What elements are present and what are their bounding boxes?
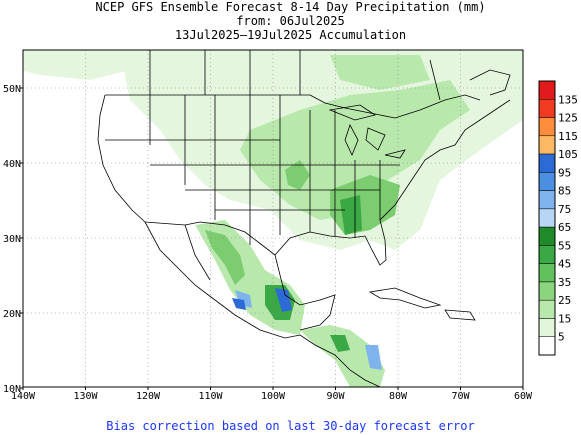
lon-tick-label: 80W xyxy=(389,391,408,402)
lake-huron xyxy=(365,127,386,151)
precip-region-mid xyxy=(330,55,430,90)
colorbar-label: 55 xyxy=(558,239,571,252)
lon-tick-label: 70W xyxy=(451,391,470,402)
lat-tick-label: 10N xyxy=(3,384,21,395)
us-west-coast xyxy=(97,94,146,223)
colorbar-swatch xyxy=(538,99,556,118)
precip-fill-layer xyxy=(23,50,523,387)
colorbar-label: 125 xyxy=(558,112,578,125)
cuba xyxy=(368,287,442,309)
precip-region-mid xyxy=(300,325,385,387)
colorbar-label: 95 xyxy=(558,166,571,179)
colorbar-label: 105 xyxy=(558,148,578,161)
colorbar-label: 65 xyxy=(558,221,571,234)
colorbar-label: 45 xyxy=(558,258,571,271)
lat-tick-label: 20N xyxy=(3,309,21,320)
precip-region-blue xyxy=(365,345,382,370)
colorbar-label: 115 xyxy=(558,130,578,143)
lat-lon-gridlines xyxy=(23,50,523,387)
colorbar-swatch xyxy=(538,80,556,100)
mexico-gulf-coast xyxy=(274,254,336,331)
lon-tick-label: 110W xyxy=(198,391,223,402)
colorbar-swatch xyxy=(538,299,556,319)
central-america-coast xyxy=(314,344,381,387)
chart-title-line1: NCEP GFS Ensemble Forecast 8-14 Day Prec… xyxy=(95,0,486,14)
lake-michigan xyxy=(344,123,359,157)
us-canada-border xyxy=(105,94,481,119)
colorbar: 135 125 115 105 95 85 75 65 55 45 35 25 15 5 xyxy=(538,80,578,356)
precip-region-blue xyxy=(235,290,252,308)
colorbar-label: 75 xyxy=(558,203,571,216)
lon-tick-label: 90W xyxy=(326,391,345,402)
lake-erie xyxy=(384,149,406,159)
colorbar-label: 5 xyxy=(558,331,565,344)
colorbar-swatch xyxy=(538,226,556,246)
chart-title-line2: from: 06Jul2025 xyxy=(236,14,345,28)
colorbar-label: 25 xyxy=(558,294,571,307)
colorbar-swatch xyxy=(538,281,556,301)
colorbar-swatch xyxy=(538,190,556,210)
newfoundland xyxy=(469,69,511,96)
bias-correction-note: Bias correction based on last 30-day for… xyxy=(106,419,475,433)
colorbar-swatch xyxy=(538,153,556,173)
precip-region-light xyxy=(23,50,130,80)
lat-tick-label: 30N xyxy=(3,234,21,245)
canada-province-lines xyxy=(149,50,441,101)
baja-california xyxy=(184,224,211,281)
lon-tick-label: 130W xyxy=(73,391,98,402)
colorbar-swatch xyxy=(538,318,556,337)
chart-title-line3: 13Jul2025–19Jul2025 Accumulation xyxy=(174,28,407,42)
precip-region-green xyxy=(285,160,310,190)
lon-tick-label: 140W xyxy=(11,391,36,402)
lake-superior xyxy=(328,104,376,121)
colorbar-swatch xyxy=(538,336,556,356)
colorbar-swatch xyxy=(538,117,556,137)
hispaniola xyxy=(444,309,476,321)
colorbar-swatch xyxy=(538,245,556,264)
precip-region-navy xyxy=(232,298,246,310)
lon-tick-label: 100W xyxy=(261,391,286,402)
precip-region-navy xyxy=(275,288,292,312)
lat-tick-label: 40N xyxy=(3,159,21,170)
colorbar-label: 35 xyxy=(558,276,571,289)
latitude-labels: 50N 40N 30N 20N 10N xyxy=(3,84,23,395)
colorbar-swatch xyxy=(538,208,556,228)
mexico-pacific-coast xyxy=(144,221,316,346)
political-boundaries xyxy=(97,50,511,387)
longitude-labels: 140W 130W 120W 110W 100W 90W 80W 70W 60W xyxy=(11,387,533,402)
colorbar-frame xyxy=(538,80,556,356)
precip-region-dark xyxy=(330,335,350,352)
colorbar-swatch xyxy=(538,263,556,283)
colorbar-label: 85 xyxy=(558,185,571,198)
precip-region-dark xyxy=(340,195,362,235)
colorbar-swatch xyxy=(538,172,556,191)
colorbar-label: 135 xyxy=(558,93,578,106)
lon-tick-label: 120W xyxy=(136,391,161,402)
state-lines-horizontal xyxy=(105,139,400,211)
lat-tick-label: 50N xyxy=(3,84,21,95)
lon-tick-label: 60W xyxy=(514,391,533,402)
colorbar-label: 15 xyxy=(558,312,571,325)
colorbar-swatch xyxy=(538,135,556,155)
precip-region-green xyxy=(205,230,245,285)
